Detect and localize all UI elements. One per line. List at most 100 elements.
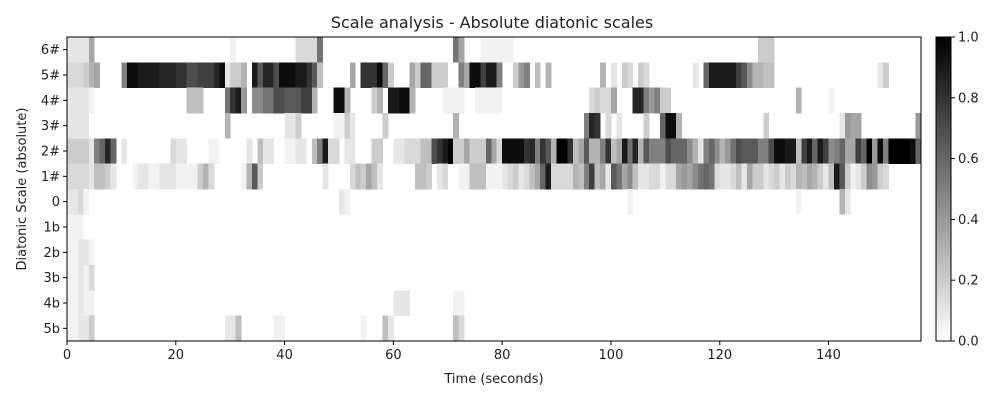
heatmap-cell <box>458 163 470 190</box>
heatmap-cell <box>632 163 639 190</box>
heatmap-cell <box>262 138 275 165</box>
heatmap-cell <box>638 62 644 89</box>
heatmap-cell <box>94 138 101 165</box>
heatmap-cell <box>67 214 84 241</box>
heatmap-cell <box>83 290 90 317</box>
heatmap-cell <box>687 163 693 190</box>
heatmap-cell <box>88 138 95 165</box>
heatmap-cell <box>99 138 106 165</box>
heatmap-cell <box>344 113 351 139</box>
heatmap-cell <box>284 87 302 114</box>
heatmap-cell <box>708 62 737 89</box>
heatmap-cell <box>806 163 813 190</box>
heatmap-cell <box>121 62 128 89</box>
heatmap-cell <box>186 62 198 89</box>
heatmap-cell <box>627 163 634 190</box>
heatmap-cell <box>589 138 601 165</box>
chart-title: Scale analysis - Absolute diatonic scale… <box>331 13 653 32</box>
heatmap-cell <box>262 87 275 114</box>
heatmap-cell <box>159 163 177 190</box>
heatmap-cell <box>110 138 117 165</box>
heatmap-cell <box>349 113 356 139</box>
y-tick-label: 5# <box>41 69 60 84</box>
heatmap-cell <box>757 138 770 165</box>
heatmap-cell <box>224 315 237 342</box>
x-tick-label: 60 <box>385 348 402 363</box>
heatmap-cell <box>67 138 90 165</box>
heatmap-cell <box>366 163 373 190</box>
heatmap-cell <box>453 113 460 139</box>
heatmap-cell <box>83 62 90 89</box>
x-tick-label: 120 <box>707 348 732 363</box>
colorbar-axis: 0.0 0.2 0.4 0.6 0.8 1.0 <box>951 31 979 350</box>
heatmap-cell <box>877 163 884 190</box>
heatmap-cell <box>371 138 383 165</box>
heatmap-cell <box>659 163 666 190</box>
heatmap-cell <box>453 138 465 165</box>
heatmap-cell <box>458 37 465 63</box>
heatmap-cell <box>67 265 79 291</box>
heatmap-cell <box>273 315 285 342</box>
heatmap-cell <box>600 138 606 165</box>
heatmap-cell <box>393 138 405 165</box>
heatmap-cell <box>534 163 541 190</box>
heatmap-cell <box>110 163 117 190</box>
heatmap-cell <box>246 163 253 190</box>
heatmap-cell <box>502 138 525 165</box>
heatmap-cell <box>251 62 258 89</box>
heatmap-cell <box>83 189 90 215</box>
heatmap-cell <box>241 163 247 190</box>
heatmap-cell <box>251 87 264 114</box>
heatmap-cell <box>649 138 655 165</box>
heatmap-cell <box>344 138 356 165</box>
heatmap-cell <box>882 62 889 89</box>
heatmap-cell <box>594 163 601 190</box>
heatmap-cell <box>567 138 574 165</box>
heatmap-cell <box>583 163 590 190</box>
heatmap-cell <box>170 138 177 165</box>
heatmap-cell <box>812 138 819 165</box>
heatmap-cell <box>295 37 318 63</box>
heatmap-cell <box>583 113 590 139</box>
heatmap-cell <box>371 87 378 114</box>
heatmap-cell <box>763 163 770 190</box>
heatmap-cell <box>801 163 808 190</box>
heatmap-cell <box>88 265 95 291</box>
heatmap-cell <box>578 163 585 190</box>
heatmap-cell <box>616 138 623 165</box>
heatmap-cell <box>328 138 340 165</box>
heatmap-cell <box>610 163 617 190</box>
heatmap-cell <box>273 62 280 89</box>
heatmap-cell <box>839 138 846 165</box>
heatmap-cell <box>333 87 345 114</box>
heatmap-cell <box>534 62 541 89</box>
heatmap-cell <box>725 138 732 165</box>
x-tick-label: 0 <box>63 348 71 363</box>
heatmap-cell <box>67 189 79 215</box>
y-tick-label: 2b <box>43 246 60 261</box>
heatmap-cell <box>235 87 242 114</box>
heatmap-cell <box>806 138 813 165</box>
heatmap-cell <box>322 163 329 190</box>
heatmap-cell <box>839 189 846 215</box>
heatmap-cell <box>736 62 742 89</box>
heatmap-cell <box>507 163 514 190</box>
heatmap-cell <box>137 163 149 190</box>
heatmap-cell <box>692 62 699 89</box>
heatmap-cell <box>349 163 356 190</box>
heatmap-cell <box>485 138 492 165</box>
heatmap-cell <box>589 87 596 114</box>
heatmap-cell <box>77 265 84 291</box>
heatmap-cell <box>915 138 922 165</box>
heatmap-cell <box>714 138 721 165</box>
heatmap-cell <box>105 138 111 165</box>
heatmap-cell <box>387 87 400 114</box>
heatmap-cell <box>502 163 508 190</box>
heatmap-cell <box>643 113 650 139</box>
heatmap-cell <box>659 113 666 139</box>
heatmap-cell <box>311 87 318 114</box>
heatmap-cell <box>768 163 775 190</box>
heatmap-cell <box>643 62 650 89</box>
heatmap-cell <box>736 163 742 190</box>
